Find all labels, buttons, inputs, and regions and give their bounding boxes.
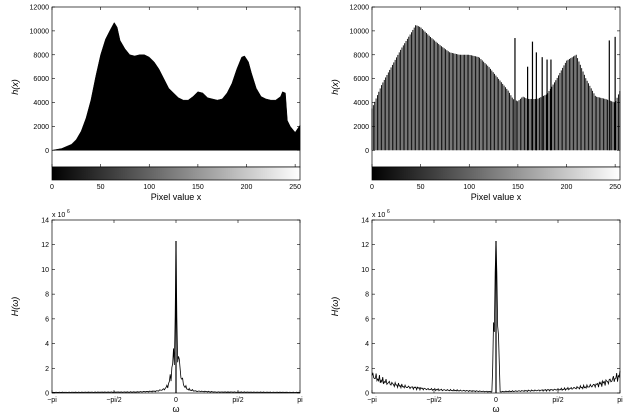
x-tick-label: 50	[97, 184, 105, 191]
x-tick-label: 150	[512, 184, 524, 191]
x-tick-label: −pi	[367, 397, 377, 404]
y-tick-label: 6	[365, 316, 369, 323]
x-tick-label: 100	[143, 184, 155, 191]
y-tick-label: 6000	[33, 76, 49, 83]
y-tick-label: 6	[45, 316, 49, 323]
x-tick-label: −pi	[47, 397, 57, 404]
y-tick-label: 0	[45, 391, 49, 398]
y-axis-label: H(ω)	[330, 297, 340, 317]
y-axis-label: h(x)	[330, 79, 340, 95]
y-tick-label: 10000	[30, 28, 50, 35]
chart-panel-top-right: 0 50 100 150 200 250 0 2000 4000 6000 8000 10000 120…	[330, 5, 621, 203]
y-tick-label: 8	[365, 292, 369, 299]
y-tick-label: 12000	[30, 5, 50, 12]
y-tick-label: 8	[45, 292, 49, 299]
x-tick-label: −pi/2	[106, 397, 121, 404]
x-tick-label: pi	[617, 397, 623, 404]
y-tick-label: 12	[361, 242, 369, 249]
y-tick-label: 8000	[353, 52, 369, 59]
y-tick-label: 0	[45, 148, 49, 155]
y-tick-label: 4000	[353, 100, 369, 107]
y-multiplier: x 10	[372, 212, 385, 219]
y-tick-label: 4	[365, 341, 369, 348]
y-axis-label: h(x)	[10, 79, 20, 95]
x-tick-label: 200	[241, 184, 253, 191]
y-tick-label: 4000	[33, 100, 49, 107]
y-tick-label: 0	[365, 391, 369, 398]
x-tick-label: −pi/2	[426, 397, 441, 404]
x-axis-label: ω	[492, 404, 499, 414]
x-tick-label: 0	[370, 184, 374, 191]
y-tick-label: 8000	[33, 52, 49, 59]
y-tick-label: 2	[365, 366, 369, 373]
y-tick-label: 14	[361, 218, 369, 225]
histogram-bars	[371, 25, 621, 151]
x-tick-label: pi/2	[552, 397, 563, 404]
x-tick-label: 50	[417, 184, 425, 191]
y-tick-label: 14	[41, 218, 49, 225]
grayscale-bar	[371, 166, 621, 181]
x-axis-label: Pixel value x	[151, 192, 202, 202]
y-tick-label: 0	[365, 148, 369, 155]
x-tick-label: 200	[561, 184, 573, 191]
y-multiplier-exponent: 6	[387, 209, 390, 215]
y-tick-label: 10000	[350, 28, 370, 35]
y-tick-label: 12000	[350, 5, 370, 12]
x-tick-label: 150	[192, 184, 204, 191]
x-tick-label: pi/2	[232, 397, 243, 404]
y-axis-label: H(ω)	[10, 297, 20, 317]
y-tick-label: 2000	[33, 124, 49, 131]
x-tick-label: 0	[494, 397, 498, 404]
x-tick-label: 0	[50, 184, 54, 191]
histogram-area	[51, 22, 301, 151]
y-tick-label: 12	[41, 242, 49, 249]
x-tick-label: 100	[463, 184, 475, 191]
y-tick-label: 2000	[353, 124, 369, 131]
x-tick-label: 250	[289, 184, 301, 191]
x-axis-label: Pixel value x	[471, 192, 522, 202]
y-tick-label: 6000	[353, 76, 369, 83]
chart-panel-top-left: 0 50 100 150 200 250 0 2000 4000 6000 8000 10000 120…	[10, 5, 301, 203]
x-tick-label: 250	[609, 184, 621, 191]
y-multiplier: x 10	[52, 212, 65, 219]
grayscale-bar	[51, 166, 301, 181]
x-tick-label: pi	[297, 397, 303, 404]
x-axis-label: ω	[172, 404, 179, 414]
x-tick-label: 0	[174, 397, 178, 404]
y-tick-label: 4	[45, 341, 49, 348]
y-tick-label: 10	[41, 267, 49, 274]
y-tick-label: 2	[45, 366, 49, 373]
y-multiplier-exponent: 6	[67, 209, 70, 215]
y-tick-label: 10	[361, 267, 369, 274]
